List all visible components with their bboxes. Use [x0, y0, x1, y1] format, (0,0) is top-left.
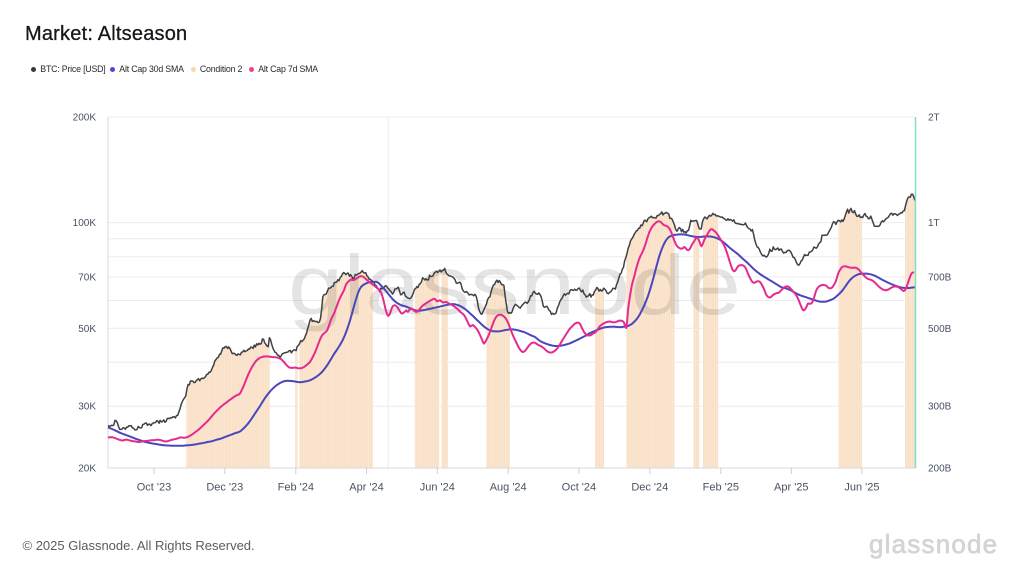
svg-text:Jun '24: Jun '24 [420, 482, 455, 494]
svg-text:Aug '24: Aug '24 [490, 482, 527, 494]
svg-text:Dec '24: Dec '24 [631, 482, 668, 494]
svg-text:300B: 300B [928, 402, 952, 413]
svg-text:glassnode: glassnode [288, 238, 741, 332]
svg-text:200K: 200K [73, 113, 97, 124]
svg-text:50K: 50K [78, 324, 96, 335]
svg-text:Feb '25: Feb '25 [703, 482, 739, 494]
svg-text:Feb '24: Feb '24 [278, 482, 314, 494]
svg-text:Jun '25: Jun '25 [844, 482, 879, 494]
svg-text:Apr '24: Apr '24 [349, 482, 384, 494]
svg-text:200B: 200B [928, 464, 952, 475]
svg-text:Oct '23: Oct '23 [137, 482, 172, 494]
svg-text:Oct '24: Oct '24 [562, 482, 597, 494]
svg-text:Apr '25: Apr '25 [774, 482, 809, 494]
svg-text:20K: 20K [78, 464, 96, 475]
svg-text:Dec '23: Dec '23 [206, 482, 243, 494]
svg-text:500B: 500B [928, 324, 952, 335]
svg-text:700B: 700B [928, 273, 952, 284]
svg-text:30K: 30K [78, 402, 96, 413]
svg-text:1T: 1T [928, 218, 940, 229]
svg-text:2T: 2T [928, 113, 940, 124]
svg-text:100K: 100K [73, 218, 97, 229]
svg-text:70K: 70K [78, 273, 96, 284]
